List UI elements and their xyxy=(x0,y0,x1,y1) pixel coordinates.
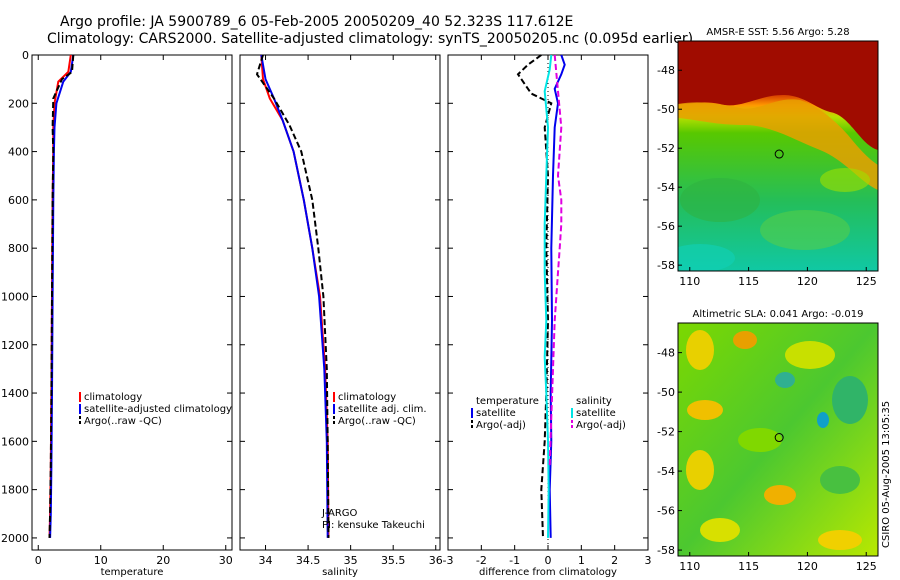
depth-tick-label: 400 xyxy=(8,146,29,159)
sst_map-title: AMSR-E SST: 5.56 Argo: 5.28 xyxy=(706,27,849,38)
sla_map-ytick-label: -48 xyxy=(657,347,675,360)
difference-legend-label: Argo(-adj) xyxy=(576,420,626,431)
sla_map-ytick-label: -50 xyxy=(657,386,675,399)
salinity-xtick-label: 36 xyxy=(429,554,443,567)
difference-series-salinity-satellite xyxy=(543,54,553,538)
sst_map-ytick-label: -56 xyxy=(657,220,675,233)
depth-tick-label: 2000 xyxy=(1,532,29,545)
difference-xtick-label: 2 xyxy=(611,554,618,567)
difference-xtick-label: -1 xyxy=(509,554,520,567)
depth-tick-label: 1200 xyxy=(1,339,29,352)
salinity-series-satellite-adj-clim- xyxy=(260,54,329,538)
temperature-legend-label: satellite-adjusted climatology xyxy=(84,404,232,415)
temperature-series-satellite-adjusted-climatology xyxy=(49,54,75,538)
depth-tick-label: 1600 xyxy=(1,435,29,448)
sla_map-ytick-label: -52 xyxy=(657,426,675,439)
difference-xtick-label: 3 xyxy=(645,554,652,567)
salinity-xtick-label: 35.5 xyxy=(381,554,406,567)
temperature-axes-frame xyxy=(31,54,233,551)
difference-legend-label: satellite xyxy=(576,408,616,419)
sla_map-ytick-label: -58 xyxy=(657,544,675,557)
chart-sla_map: Altimetric SLA: 0.041 Argo: -0.019 110 115… xyxy=(657,309,879,573)
salinity-legend-label: climatology xyxy=(338,392,396,403)
salinity-xtick-label: 34 xyxy=(259,554,273,567)
sst_map-ytick-label: -50 xyxy=(657,103,675,116)
sst-map-image xyxy=(678,41,878,271)
figure-title-line1: Argo profile: JA 5900789_6 05-Feb-2005 2… xyxy=(60,14,573,30)
difference-legend-label: salinity xyxy=(576,396,612,407)
temperature-xlabel: temperature xyxy=(101,567,164,578)
sst_map-ytick-label: -52 xyxy=(657,142,675,155)
salinity-annotation: J-ARGO xyxy=(321,508,358,519)
sla_map-xtick-label: 120 xyxy=(797,560,818,573)
sla_map-title: Altimetric SLA: 0.041 Argo: -0.019 xyxy=(693,309,864,320)
depth-tick-label: 1400 xyxy=(1,387,29,400)
difference-xtick-label: -3 xyxy=(443,554,454,567)
sla_map-frame xyxy=(677,322,879,557)
temperature-legend-label: climatology xyxy=(84,392,142,403)
depth-tick-label: 1800 xyxy=(1,484,29,497)
sst_map-xtick-label: 110 xyxy=(679,275,700,288)
temperature-xtick-label: 20 xyxy=(156,554,170,567)
depth-tick-label: 600 xyxy=(8,194,29,207)
temperature-legend-label: Argo(..raw -QC) xyxy=(84,416,162,427)
depth-tick-label: 800 xyxy=(8,242,29,255)
sla_map-ytick-label: -54 xyxy=(657,465,675,478)
sst_map-ytick-label: -54 xyxy=(657,181,675,194)
temperature-series-argo-raw-qc- xyxy=(48,54,75,538)
sla_map-xtick-label: 110 xyxy=(679,560,700,573)
salinity-xtick-label: 35 xyxy=(344,554,358,567)
difference-xlabel: difference from climatology xyxy=(479,567,617,578)
sst_map-ytick-label: -58 xyxy=(657,259,675,272)
sst_map-xtick-label: 115 xyxy=(738,275,759,288)
temperature-xtick-label: 10 xyxy=(94,554,108,567)
timestamp-label: CSIRO 05-Aug-2005 13:05:35 xyxy=(881,401,892,548)
salinity-xlabel: salinity xyxy=(322,567,358,578)
difference-legend-label: temperature xyxy=(476,396,539,407)
sst_map-ytick-label: -48 xyxy=(657,64,675,77)
difference-legend-label: Argo(-adj) xyxy=(476,420,526,431)
salinity-axes-frame xyxy=(239,54,441,551)
temperature-xtick-label: 30 xyxy=(219,554,233,567)
salinity-series-argo-raw-qc- xyxy=(255,54,330,538)
argo-location-marker xyxy=(774,149,784,159)
salinity-xtick-label: 34.5 xyxy=(296,554,321,567)
argo-location-marker xyxy=(774,433,784,443)
sst_map-xtick-label: 120 xyxy=(797,275,818,288)
sla_map-xtick-label: 115 xyxy=(738,560,759,573)
sla_map-xtick-label: 125 xyxy=(856,560,877,573)
depth-tick-label: 0 xyxy=(22,49,29,62)
salinity-legend-label: satellite adj. clim. xyxy=(338,404,427,415)
figure-title-line2: Climatology: CARS2000. Satellite-adjuste… xyxy=(47,31,693,47)
chart-salinity: 34 34.5 35 35.5 36 salinity climatologysatelli… xyxy=(239,54,443,578)
salinity-annotation: PI: kensuke Takeuchi xyxy=(322,520,425,531)
difference-legend-label: satellite xyxy=(476,408,516,419)
chart-difference: -3 -2 -1 0 1 2 3 difference from climatology tem… xyxy=(443,54,652,578)
depth-tick-label: 200 xyxy=(8,97,29,110)
sla_map-ytick-label: -56 xyxy=(657,505,675,518)
difference-series-temperature-argo-adj- xyxy=(516,54,553,538)
chart-temperature: 0 10 20 30 0 200 400 600 800 1000 1200 1400 1600 1800… xyxy=(1,49,233,578)
chart-sst_map: AMSR-E SST: 5.56 Argo: 5.28 110 115 120 125 -… xyxy=(657,27,879,288)
temperature-xtick-label: 0 xyxy=(35,554,42,567)
difference-xtick-label: 0 xyxy=(545,554,552,567)
sla-map-image xyxy=(678,323,878,556)
depth-tick-label: 1000 xyxy=(1,290,29,303)
salinity-legend-label: Argo(..raw -QC) xyxy=(338,416,416,427)
sst_map-xtick-label: 125 xyxy=(856,275,877,288)
sst_map-frame xyxy=(677,40,879,272)
difference-series-salinity-argo-adj- xyxy=(548,54,563,466)
difference-xtick-label: -2 xyxy=(476,554,487,567)
difference-series-temperature-satellite xyxy=(548,54,566,538)
difference-xtick-label: 1 xyxy=(578,554,585,567)
